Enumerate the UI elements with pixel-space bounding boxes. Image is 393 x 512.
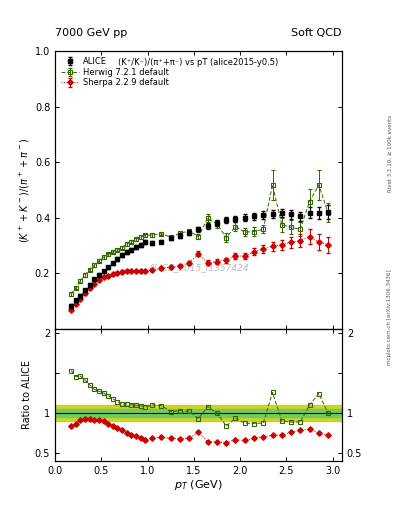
Text: (K⁺/K⁻)/(π⁺+π⁻) vs pT (alice2015-y0.5): (K⁺/K⁻)/(π⁺+π⁻) vs pT (alice2015-y0.5) — [118, 58, 279, 67]
Text: mcplots.cern.ch [arXiv:1306.3436]: mcplots.cern.ch [arXiv:1306.3436] — [387, 270, 392, 365]
Legend: ALICE, Herwig 7.2.1 default, Sherpa 2.2.9 default: ALICE, Herwig 7.2.1 default, Sherpa 2.2.… — [59, 55, 170, 89]
Y-axis label: Ratio to ALICE: Ratio to ALICE — [22, 360, 32, 429]
Text: 7000 GeV pp: 7000 GeV pp — [55, 28, 127, 38]
Text: Rivet 3.1.10, ≥ 100k events: Rivet 3.1.10, ≥ 100k events — [387, 115, 392, 192]
Bar — [55, 409, 342, 417]
Bar — [55, 405, 342, 421]
Text: ALICE_2015_I1357424: ALICE_2015_I1357424 — [148, 263, 249, 272]
X-axis label: $p_T$ (GeV): $p_T$ (GeV) — [174, 478, 223, 493]
Y-axis label: $(K^++K^-)/(\pi^++\pi^-)$: $(K^++K^-)/(\pi^++\pi^-)$ — [18, 137, 32, 243]
Text: Soft QCD: Soft QCD — [292, 28, 342, 38]
